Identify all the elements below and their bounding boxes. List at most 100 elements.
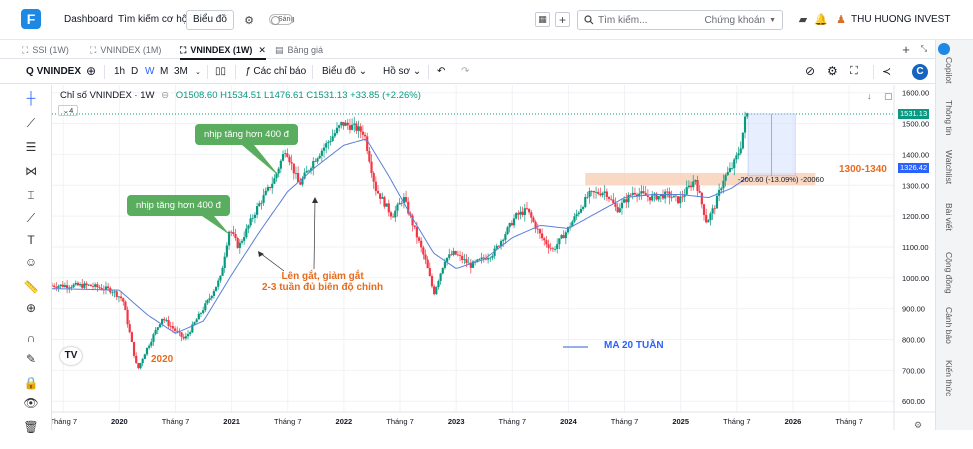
candle-body	[433, 286, 436, 295]
candle-body	[407, 201, 410, 214]
lock-pencil-icon[interactable]: ✎	[25, 352, 37, 366]
screenshot-icon[interactable]: ⊘	[805, 64, 816, 78]
layout-grid-icon[interactable]: ▦	[535, 12, 550, 27]
candle-body	[551, 248, 554, 250]
candle-body	[232, 232, 235, 234]
ruler-icon[interactable]: 📏	[23, 280, 39, 294]
brand-c-icon[interactable]: C	[912, 64, 928, 80]
sidebar-tab-community[interactable]: Cộng đồng	[944, 252, 954, 294]
annotation-note[interactable]: Lên gắt, giảm gắt 2-3 tuần đủ biên độ ch…	[262, 271, 383, 293]
chart-tab-icon: ⛶	[180, 44, 187, 55]
candle-body	[148, 345, 151, 348]
annotation-bubble-1[interactable]: nhịp tăng hơn 400 đ	[195, 124, 298, 145]
forecast-icon[interactable]: ⌶	[27, 187, 35, 202]
nav-chart[interactable]: Biểu đồ	[186, 10, 234, 30]
tradingview-logo[interactable]: TV	[60, 347, 82, 365]
pattern-icon[interactable]: ⋈	[25, 164, 37, 178]
maximize-icon[interactable]: ▢	[884, 91, 893, 101]
eye-icon[interactable]: 👁	[23, 396, 39, 410]
candle-body	[735, 155, 738, 160]
candle-body	[538, 229, 542, 234]
chart-canvas[interactable]: 1600.00 1500.00 1400.00 1300.00 1200.00 1100.…	[52, 85, 935, 430]
settings-icon[interactable]: ⚙	[914, 420, 923, 430]
lock-icon[interactable]: 🔒	[23, 376, 39, 390]
share-icon[interactable]: ≺	[882, 66, 892, 78]
sidebar-tab-alerts[interactable]: Cảnh báo	[944, 307, 954, 344]
chevron-down-icon[interactable]: ⌄	[195, 69, 201, 76]
tab-ssi-1w[interactable]: ⛶ SSI (1W)	[22, 43, 69, 57]
search-scope-select[interactable]: Chứng khoán	[704, 14, 766, 26]
nav-opportunity-search[interactable]: Tìm kiếm cơ hội	[118, 14, 190, 25]
candle-body	[482, 257, 485, 259]
candle-type-icon[interactable]: ▯▯	[215, 66, 227, 77]
theme-toggle[interactable]: Sáng	[269, 14, 294, 25]
interval-3m[interactable]: 3M	[174, 66, 188, 77]
indicators-button[interactable]: ƒ Các chỉ báo	[245, 66, 306, 77]
legend-eye-icon[interactable]: ⊖	[161, 90, 170, 101]
candle-body	[515, 213, 518, 219]
candle-body	[124, 301, 127, 310]
candle-body	[251, 217, 254, 219]
candle-body	[569, 226, 572, 228]
interval-w[interactable]: W	[145, 66, 155, 77]
symbol-search[interactable]: Q VNINDEX	[26, 66, 81, 77]
redo-icon[interactable]: ↷	[461, 66, 470, 77]
bell-icon[interactable]: 🔔	[814, 13, 828, 26]
tab-price-board[interactable]: ▤ Bảng giá	[275, 43, 323, 57]
interval-d[interactable]: D	[131, 66, 139, 77]
candle-body	[139, 363, 142, 369]
add-tab-icon[interactable]: +	[902, 41, 910, 57]
sidebar-tab-articles[interactable]: Bài viết	[944, 203, 954, 231]
annotation-bubble-2[interactable]: nhịp tăng hơn 400 đ	[127, 195, 230, 216]
trash-icon[interactable]: 🗑	[23, 420, 39, 434]
interval-m[interactable]: M	[160, 66, 169, 77]
annotation-2020[interactable]: 2020	[151, 354, 174, 365]
price-chart[interactable]: 1600.00 1500.00 1400.00 1300.00 1200.00 1100.…	[52, 85, 935, 430]
collapse-icon[interactable]: ⤡	[920, 44, 928, 53]
compare-add-icon[interactable]: ⊕	[86, 64, 97, 78]
sidebar-tab-info[interactable]: Thông tin	[944, 100, 954, 136]
profile-button[interactable]: Hồ sơ ⌄	[383, 66, 421, 77]
user-name[interactable]: THU HUONG INVEST	[851, 14, 951, 25]
chart-type-button[interactable]: Biểu đồ ⌄	[322, 66, 367, 77]
sidebar-tab-watchlist[interactable]: Watchlist	[944, 150, 954, 185]
gear-icon[interactable]: ⚙	[244, 14, 254, 27]
sidebar-tab-copilot[interactable]: Copilot	[944, 57, 954, 84]
candle-body	[562, 235, 565, 239]
app-logo[interactable]: F	[21, 9, 41, 29]
legend-collapse-button[interactable]: ⌄4	[58, 105, 78, 116]
horizontal-lines-icon[interactable]: ☰	[25, 140, 37, 154]
brush-icon[interactable]: ⟋	[26, 210, 36, 225]
avatar[interactable]: ♟	[836, 13, 846, 26]
tab-vnindex-1w[interactable]: ⛶ VNINDEX (1W) ✕	[180, 43, 266, 60]
nav-dashboard[interactable]: Dashboard	[64, 14, 113, 25]
emoji-icon[interactable]: ☺	[24, 255, 38, 269]
search-input[interactable]: Tìm kiếm...	[598, 14, 648, 26]
copilot-icon[interactable]	[938, 43, 950, 55]
divider	[207, 65, 208, 79]
settings-icon[interactable]: ⚙	[827, 64, 838, 78]
annotation-zone-label[interactable]: 1300-1340	[839, 164, 887, 175]
crosshair-icon[interactable]: ┼	[26, 91, 36, 105]
ma-legend-label[interactable]: MA 20 TUẦN	[604, 340, 664, 351]
magnet-icon[interactable]: ∩	[26, 331, 36, 345]
interval-1h[interactable]: 1h	[114, 66, 126, 77]
candle-body	[299, 182, 302, 185]
close-icon[interactable]: ✕	[258, 44, 266, 55]
candle-body	[85, 283, 88, 285]
tab-vnindex-1m[interactable]: ⛶ VNINDEX (1M)	[90, 43, 161, 57]
candle-body	[573, 216, 576, 222]
chat-icon[interactable]: ▰	[798, 13, 808, 26]
candle-body	[705, 215, 708, 223]
zoom-in-icon[interactable]: ⊕	[25, 301, 37, 315]
trend-line-icon[interactable]: ⟋	[26, 115, 36, 130]
scroll-down-icon[interactable]: ↓	[867, 91, 872, 101]
global-search[interactable]: Tìm kiếm... Chứng khoán ▼	[577, 10, 783, 30]
fullscreen-icon[interactable]: ⛶	[850, 65, 858, 77]
text-tool-icon[interactable]: T	[27, 233, 35, 247]
sidebar-tab-knowledge[interactable]: Kiến thức	[944, 360, 954, 397]
undo-icon[interactable]: ↶	[437, 66, 446, 77]
chevron-down-icon: ▼	[769, 16, 776, 24]
candle-body	[94, 284, 97, 287]
add-icon[interactable]: +	[555, 12, 570, 27]
